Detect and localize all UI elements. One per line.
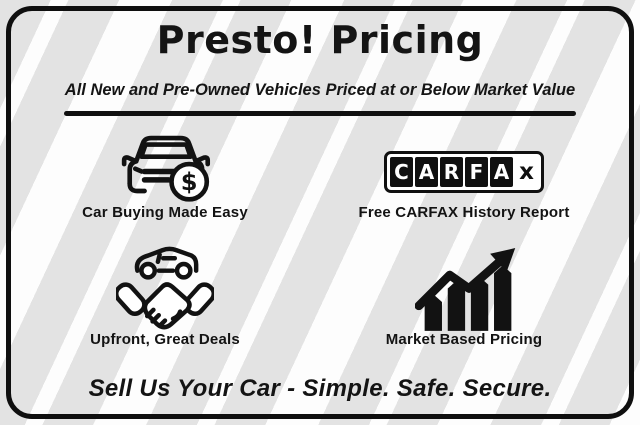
dollar-sign-glyph: $ <box>181 168 198 196</box>
car-dollar-icon: $ <box>109 126 221 204</box>
carfax-letter-tile: R <box>440 157 463 187</box>
rounded-border-frame <box>6 6 634 419</box>
page-title: Presto! Pricing <box>156 18 484 62</box>
chart-growth-icon <box>415 246 521 331</box>
feature-label-market-pricing: Market Based Pricing <box>385 331 543 348</box>
handshake-car-icon <box>116 244 214 333</box>
feature-label-carfax-report: Free CARFAX History Report <box>358 204 570 221</box>
carfax-letter-tile: C <box>390 157 413 187</box>
feature-label-car-buying: Car Buying Made Easy <box>82 204 248 221</box>
carfax-letter-tile: A <box>490 157 513 187</box>
page-subtitle: All New and Pre-Owned Vehicles Priced at… <box>64 81 576 99</box>
carfax-x-tile: x <box>515 157 538 187</box>
footer-tagline: Sell Us Your Car - Simple. Safe. Secure. <box>88 375 552 402</box>
feature-label-upfront-deals: Upfront, Great Deals <box>90 331 240 348</box>
carfax-logo: C A R F A x <box>384 151 544 193</box>
carfax-letter-tile: F <box>465 157 488 187</box>
carfax-letter-tile: A <box>415 157 438 187</box>
header-divider <box>64 111 576 116</box>
